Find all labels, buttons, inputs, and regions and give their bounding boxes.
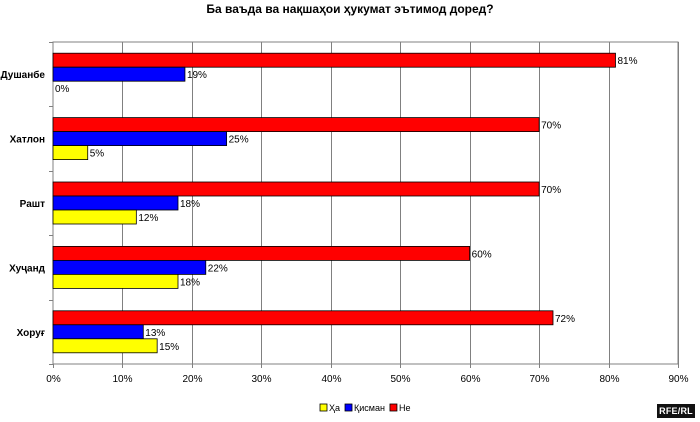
rferl-logo: RFE/RL bbox=[657, 404, 695, 418]
x-tick-label: 30% bbox=[251, 374, 271, 385]
bar bbox=[52, 259, 207, 275]
data-label: 18% bbox=[180, 199, 200, 210]
bar bbox=[52, 181, 540, 197]
bar bbox=[52, 117, 540, 132]
bar bbox=[52, 131, 228, 147]
x-tick-label: 60% bbox=[460, 374, 480, 385]
data-label: 0% bbox=[55, 84, 70, 95]
x-tick-label: 20% bbox=[182, 374, 202, 385]
x-tick-label: 40% bbox=[321, 374, 341, 385]
data-label: 15% bbox=[159, 342, 179, 353]
bar bbox=[52, 209, 137, 225]
x-tick-label: 70% bbox=[529, 374, 549, 385]
x-tick-label: 10% bbox=[112, 374, 132, 385]
legend-swatch bbox=[389, 403, 398, 412]
data-label: 72% bbox=[555, 314, 575, 325]
bar bbox=[52, 245, 471, 261]
bar bbox=[52, 273, 179, 289]
legend-label: Ҳа bbox=[329, 403, 340, 413]
legend-swatch bbox=[344, 403, 353, 412]
legend-label: Қисман bbox=[354, 403, 385, 413]
category-label: Рашт bbox=[20, 199, 45, 210]
data-label: 5% bbox=[90, 149, 105, 160]
x-tick-label: 90% bbox=[668, 374, 688, 385]
data-label: 70% bbox=[541, 185, 561, 196]
data-label: 12% bbox=[138, 213, 158, 224]
category-label: Хоруғ bbox=[17, 328, 45, 339]
legend-swatch bbox=[319, 403, 328, 412]
x-tick-label: 0% bbox=[46, 374, 61, 385]
data-label: 22% bbox=[208, 263, 228, 274]
category-label: Хатлон bbox=[10, 135, 45, 146]
category-label: Душанбе bbox=[1, 69, 46, 81]
legend-label: Не bbox=[399, 403, 411, 413]
bar bbox=[52, 310, 554, 326]
bar bbox=[52, 66, 186, 82]
x-tick-label: 50% bbox=[390, 374, 410, 385]
data-label: 81% bbox=[618, 56, 638, 67]
chart-title: Ба ваъда ва нақшаҳои ҳукумат эътимод дор… bbox=[206, 2, 494, 16]
data-label: 13% bbox=[145, 328, 165, 339]
bar bbox=[52, 324, 144, 340]
bar bbox=[52, 195, 179, 211]
data-label: 25% bbox=[229, 135, 249, 146]
bar bbox=[52, 52, 616, 68]
bar bbox=[52, 145, 89, 161]
bar bbox=[52, 338, 158, 354]
data-label: 19% bbox=[187, 70, 207, 81]
data-label: 70% bbox=[541, 121, 561, 132]
category-label: Хуҷанд bbox=[9, 263, 46, 274]
data-label: 60% bbox=[472, 249, 492, 260]
data-label: 18% bbox=[180, 277, 200, 288]
x-tick-label: 80% bbox=[599, 374, 619, 385]
